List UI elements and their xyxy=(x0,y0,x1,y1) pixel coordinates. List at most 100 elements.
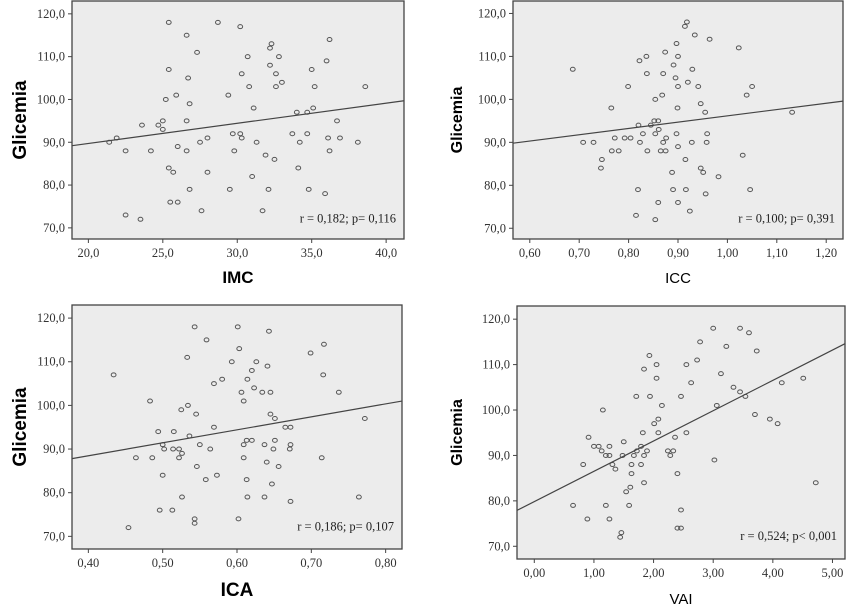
regression-line xyxy=(71,400,403,460)
y-tick-label: 100,0 xyxy=(37,398,65,412)
data-point xyxy=(730,384,737,390)
data-point xyxy=(653,375,660,381)
data-point xyxy=(625,83,632,89)
data-point xyxy=(271,156,278,162)
data-point xyxy=(686,208,693,214)
data-point xyxy=(711,457,718,463)
data-point xyxy=(162,96,169,102)
data-point xyxy=(191,520,198,526)
data-point xyxy=(174,144,181,150)
data-point xyxy=(766,416,773,422)
y-tick-label: 70,0 xyxy=(43,221,65,235)
data-point xyxy=(361,415,368,421)
data-point xyxy=(620,439,627,445)
data-point xyxy=(606,452,613,458)
data-point xyxy=(749,83,756,89)
data-point xyxy=(110,372,117,378)
data-point xyxy=(267,411,274,417)
data-point xyxy=(747,187,754,193)
data-point xyxy=(700,169,707,175)
data-point xyxy=(735,45,742,51)
data-point xyxy=(225,92,232,98)
data-point xyxy=(812,480,819,486)
x-tick-label: 5,00 xyxy=(822,566,844,580)
data-point xyxy=(675,199,681,205)
x-axis-label: VAI xyxy=(669,591,692,605)
data-point xyxy=(287,498,294,504)
data-point xyxy=(674,105,681,111)
data-point xyxy=(238,71,245,77)
data-point xyxy=(235,516,242,522)
data-point xyxy=(248,437,255,443)
data-point xyxy=(641,366,647,372)
plot-area xyxy=(516,305,846,560)
y-tick-label: 70,0 xyxy=(484,221,506,235)
x-tick-label: 3,00 xyxy=(702,566,724,580)
data-point xyxy=(155,429,162,435)
data-point xyxy=(139,122,145,128)
data-point xyxy=(606,516,613,522)
data-point xyxy=(683,362,690,368)
scatter-panel-icc: 70,0 80,0 90,0 100,0 110,0 120,0 0,60 0,70 0,80 0… xyxy=(449,0,844,287)
data-point xyxy=(122,148,129,154)
data-point xyxy=(179,450,185,456)
data-point xyxy=(683,19,690,25)
data-point xyxy=(185,75,192,81)
y-tick-label: 80,0 xyxy=(43,486,65,500)
data-point xyxy=(655,416,662,422)
data-point xyxy=(584,516,591,522)
data-point xyxy=(683,430,690,436)
data-point xyxy=(219,376,226,382)
data-point xyxy=(244,376,251,382)
data-point xyxy=(287,424,294,430)
data-point xyxy=(688,139,695,145)
data-point xyxy=(295,165,302,171)
data-point xyxy=(638,462,644,468)
data-point xyxy=(659,402,665,408)
data-point xyxy=(334,118,340,124)
data-point xyxy=(599,407,606,413)
data-point xyxy=(652,131,659,137)
data-point xyxy=(186,186,193,192)
data-point xyxy=(626,502,633,508)
data-point xyxy=(608,105,615,111)
data-point xyxy=(269,481,275,487)
x-tick-label: 0,00 xyxy=(523,566,545,580)
x-tick-label: 1,10 xyxy=(766,246,788,260)
data-point xyxy=(669,169,675,175)
data-point xyxy=(682,157,689,163)
data-point xyxy=(695,83,702,89)
data-point xyxy=(137,216,144,222)
scatter-panel-imc: 70,0 80,0 90,0 100,0 110,0 120,0 20,0 25,0 30,0 3… xyxy=(10,0,405,287)
data-point xyxy=(253,359,260,365)
data-point xyxy=(678,507,684,513)
data-point xyxy=(165,19,172,25)
data-point xyxy=(228,359,235,365)
data-point xyxy=(672,434,678,440)
data-point xyxy=(240,398,247,404)
y-tick-label: 120,0 xyxy=(482,312,510,326)
y-tick-label: 90,0 xyxy=(43,135,65,149)
data-point xyxy=(159,126,166,132)
data-point xyxy=(273,71,279,77)
data-point xyxy=(308,66,315,72)
data-point xyxy=(322,191,328,197)
data-point xyxy=(774,421,781,427)
data-point xyxy=(674,525,681,531)
data-point xyxy=(655,126,662,132)
data-point xyxy=(630,452,637,458)
data-point xyxy=(689,66,696,72)
x-tick-label: 0,80 xyxy=(375,556,397,570)
data-point xyxy=(272,415,278,421)
data-point xyxy=(207,446,214,452)
data-point xyxy=(643,71,650,77)
data-point xyxy=(752,412,758,418)
data-point xyxy=(170,169,177,175)
data-point xyxy=(229,131,236,137)
data-point xyxy=(310,105,317,111)
data-point xyxy=(176,446,182,452)
data-point xyxy=(194,49,200,55)
data-point xyxy=(170,446,176,452)
data-point xyxy=(569,66,576,72)
data-point xyxy=(623,489,630,495)
